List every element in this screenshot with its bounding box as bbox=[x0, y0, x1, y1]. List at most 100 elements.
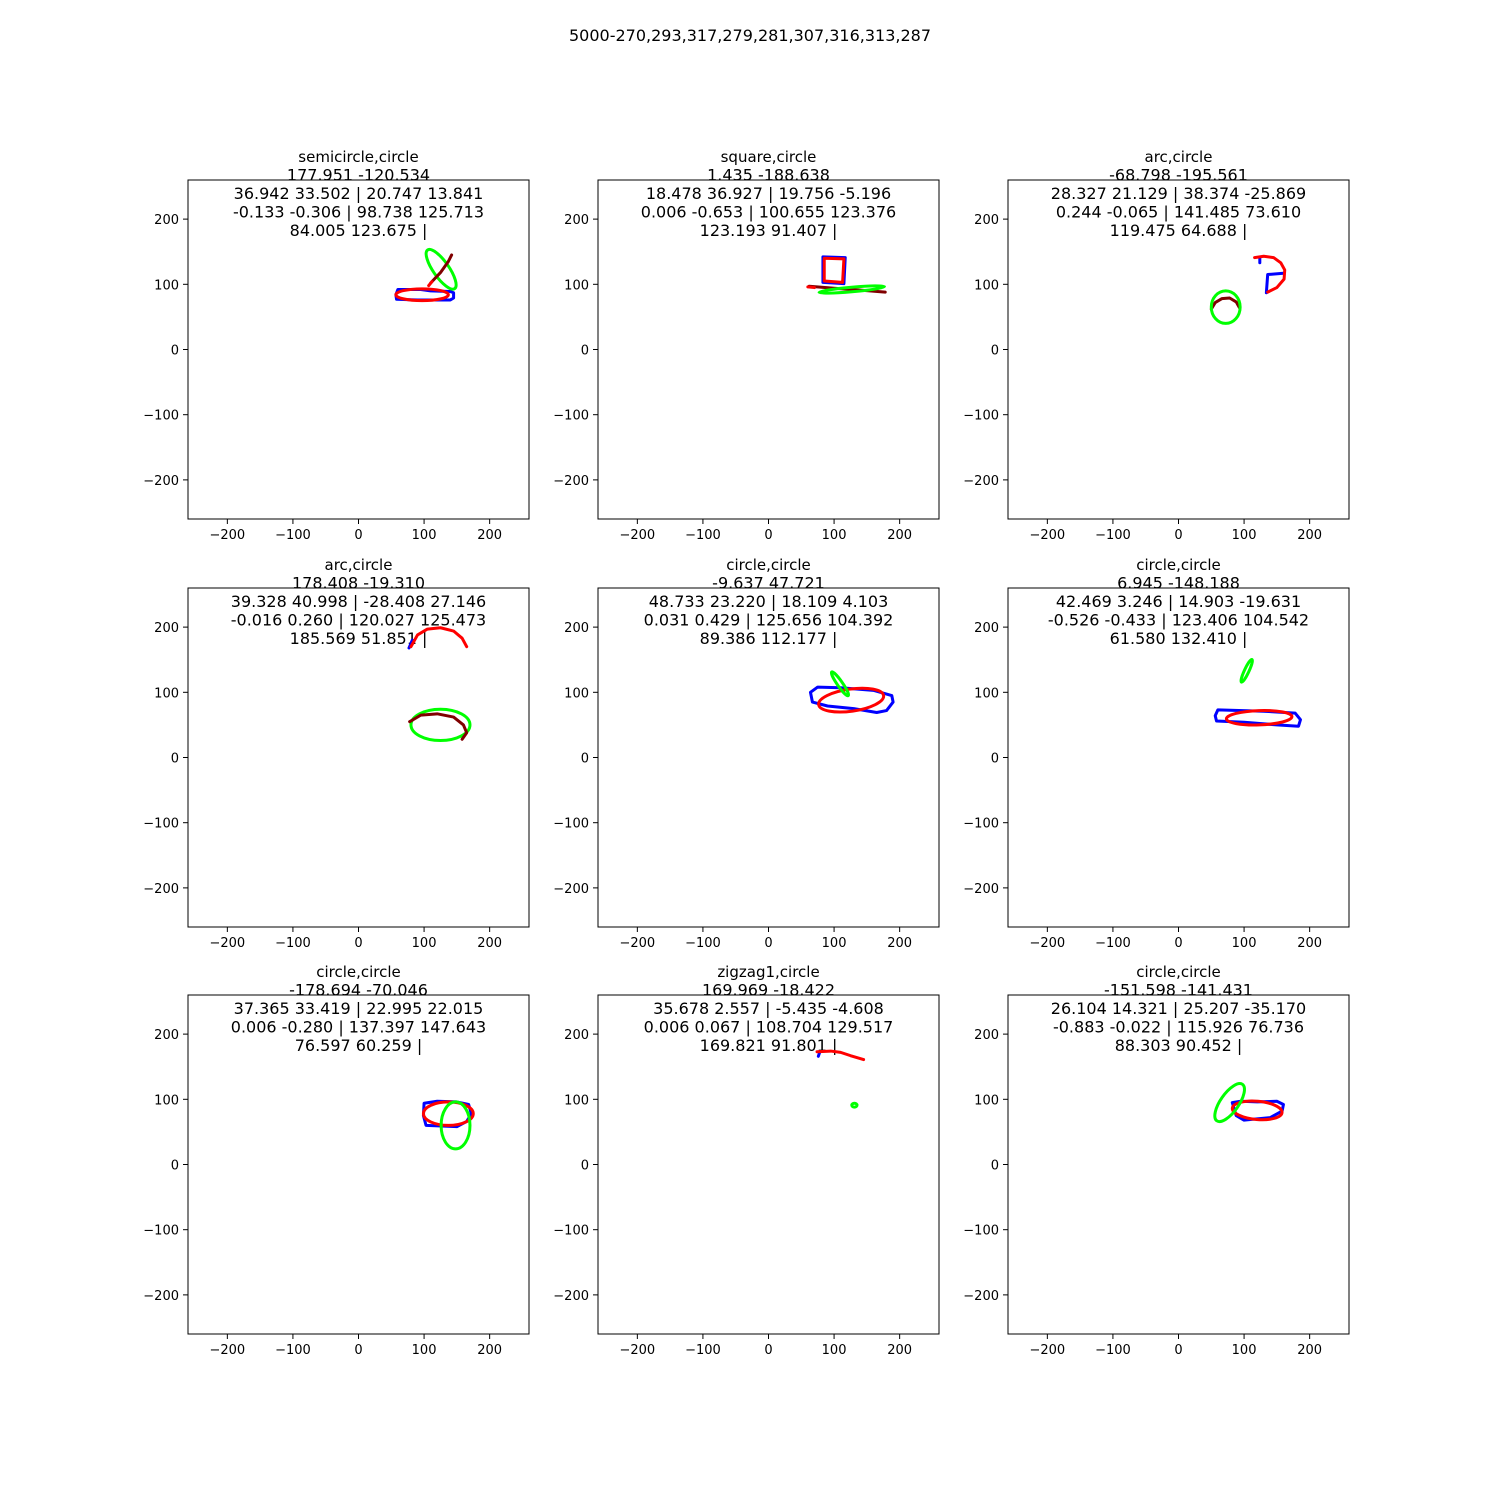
series-shape bbox=[409, 707, 472, 743]
x-tick-label: 200 bbox=[887, 1343, 912, 1358]
subplot-title-line: square,circle bbox=[721, 148, 817, 166]
subplot-plot-area bbox=[1213, 1082, 1285, 1124]
subplot-title-line: 169.821 91.801 | bbox=[700, 1036, 838, 1055]
y-tick-label: 200 bbox=[154, 1028, 179, 1043]
x-tick-label: 100 bbox=[1232, 936, 1257, 951]
y-tick-label: −100 bbox=[963, 1224, 999, 1239]
y-tick-label: 100 bbox=[154, 278, 179, 293]
y-tick-label: 200 bbox=[974, 213, 999, 228]
subplot-title-line: circle,circle bbox=[1136, 556, 1221, 574]
x-tick-label: −100 bbox=[685, 528, 721, 543]
subplot-plot-area bbox=[1213, 657, 1302, 728]
y-tick-label: −100 bbox=[553, 1224, 589, 1239]
series-shape bbox=[1253, 254, 1287, 294]
x-tick-label: −100 bbox=[1095, 936, 1131, 951]
x-tick-label: −200 bbox=[209, 528, 245, 543]
subplot-title-line: 177.951 -120.534 bbox=[287, 166, 430, 185]
subplot-plot-area bbox=[1209, 254, 1287, 325]
series-shape bbox=[1230, 1099, 1284, 1122]
y-tick-label: 100 bbox=[564, 278, 589, 293]
x-tick-label: −200 bbox=[619, 1343, 655, 1358]
y-tick-label: −100 bbox=[143, 409, 179, 424]
y-tick-label: 200 bbox=[564, 1028, 589, 1043]
x-tick-label: 200 bbox=[1297, 936, 1322, 951]
subplot-title-line: zigzag1,circle bbox=[717, 963, 819, 981]
subplot-plot-area bbox=[394, 247, 458, 303]
x-tick-label: −100 bbox=[275, 1343, 311, 1358]
y-tick-label: −100 bbox=[553, 409, 589, 424]
series-shape bbox=[822, 256, 846, 284]
x-tick-label: −100 bbox=[1095, 528, 1131, 543]
y-tick-label: −200 bbox=[143, 474, 179, 489]
series-shape bbox=[421, 1100, 475, 1127]
subplot-title-line: 26.104 14.321 | 25.207 -35.170 bbox=[1051, 999, 1306, 1018]
series-shape bbox=[439, 1100, 472, 1151]
x-tick-label: 0 bbox=[764, 936, 772, 951]
x-tick-label: −100 bbox=[275, 528, 311, 543]
x-tick-label: 0 bbox=[764, 528, 772, 543]
subplot-title-line: 169.969 -18.422 bbox=[702, 981, 835, 1000]
x-tick-label: 100 bbox=[822, 528, 847, 543]
series-shape bbox=[808, 685, 895, 715]
x-tick-label: −200 bbox=[619, 936, 655, 951]
subplot-title-line: 37.365 33.419 | 22.995 22.015 bbox=[234, 999, 484, 1018]
y-tick-label: 100 bbox=[974, 278, 999, 293]
y-tick-label: −200 bbox=[963, 1289, 999, 1304]
x-tick-label: −200 bbox=[209, 1343, 245, 1358]
subplot-title-line: 61.580 132.410 | bbox=[1110, 629, 1248, 648]
subplot-title-line: 89.386 112.177 | bbox=[700, 629, 838, 648]
subplot-title-line: -9.637 47.721 bbox=[712, 574, 825, 593]
y-tick-label: −200 bbox=[963, 882, 999, 897]
series-shape bbox=[394, 287, 450, 303]
subplot-title-line: 123.193 91.407 | bbox=[700, 221, 838, 240]
x-tick-label: −200 bbox=[1029, 528, 1065, 543]
y-tick-label: 100 bbox=[154, 686, 179, 701]
x-tick-label: 200 bbox=[477, 528, 502, 543]
y-tick-label: −100 bbox=[963, 817, 999, 832]
y-tick-label: 200 bbox=[564, 213, 589, 228]
y-tick-label: 200 bbox=[154, 213, 179, 228]
y-tick-label: 0 bbox=[581, 1159, 589, 1174]
subplot-plot-area bbox=[815, 1049, 866, 1109]
y-tick-label: −200 bbox=[143, 1289, 179, 1304]
figure-suptitle: 5000-270,293,317,279,281,307,316,313,287 bbox=[568, 26, 932, 45]
subplot-title-line: 0.006 0.067 | 108.704 129.517 bbox=[644, 1018, 894, 1037]
y-tick-label: 0 bbox=[171, 752, 179, 767]
y-tick-label: −200 bbox=[963, 474, 999, 489]
x-tick-label: 0 bbox=[1174, 1343, 1182, 1358]
x-tick-label: 100 bbox=[822, 1343, 847, 1358]
x-tick-label: 200 bbox=[477, 936, 502, 951]
x-tick-label: 0 bbox=[1174, 936, 1182, 951]
subplot-title-line: 18.478 36.927 | 19.756 -5.196 bbox=[646, 184, 891, 203]
x-tick-label: 0 bbox=[764, 1343, 772, 1358]
y-tick-label: 100 bbox=[154, 1093, 179, 1108]
subplot-title-line: -0.016 0.260 | 120.027 125.473 bbox=[231, 611, 486, 630]
x-tick-label: −200 bbox=[1029, 1343, 1065, 1358]
series-shape bbox=[427, 280, 434, 288]
subplot-title-line: circle,circle bbox=[316, 963, 401, 981]
y-tick-label: −200 bbox=[553, 474, 589, 489]
x-tick-label: −200 bbox=[1029, 936, 1065, 951]
x-tick-label: 200 bbox=[887, 936, 912, 951]
y-tick-label: 100 bbox=[564, 1093, 589, 1108]
y-tick-label: −200 bbox=[143, 882, 179, 897]
subplot-title-line: circle,circle bbox=[726, 556, 811, 574]
y-tick-label: 0 bbox=[581, 344, 589, 359]
x-tick-label: −100 bbox=[685, 1343, 721, 1358]
y-tick-label: −100 bbox=[963, 409, 999, 424]
subplot-plot-area bbox=[806, 255, 887, 295]
y-tick-label: 200 bbox=[154, 621, 179, 636]
y-tick-label: −100 bbox=[143, 1224, 179, 1239]
subplot-title-line: 1.435 -188.638 bbox=[707, 166, 830, 185]
subplot-title-line: 88.303 90.452 | bbox=[1115, 1036, 1243, 1055]
series-shape bbox=[429, 253, 454, 285]
subplot-title-line: 0.031 0.429 | 125.656 104.392 bbox=[644, 611, 894, 630]
x-tick-label: −200 bbox=[209, 936, 245, 951]
subplot-title-line: arc,circle bbox=[1145, 148, 1213, 166]
